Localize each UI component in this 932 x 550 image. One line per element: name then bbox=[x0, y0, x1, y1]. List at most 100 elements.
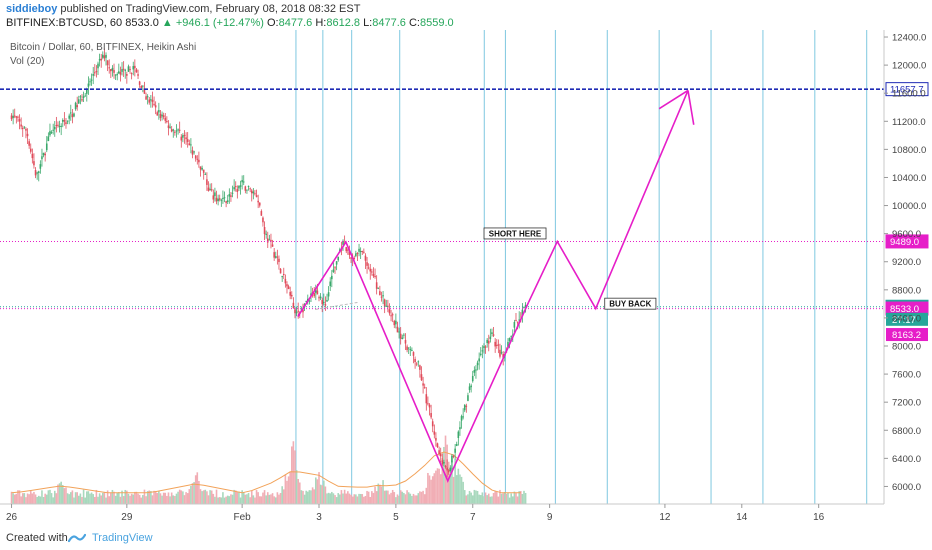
candle-body bbox=[188, 143, 191, 146]
volume-bar bbox=[53, 490, 56, 504]
candle-body bbox=[223, 197, 226, 199]
candle-body bbox=[495, 344, 498, 346]
volume-bar bbox=[465, 495, 468, 504]
candle-body bbox=[263, 227, 266, 235]
volume-bar bbox=[422, 490, 424, 504]
volume-bar bbox=[250, 490, 253, 504]
volume-bar bbox=[90, 492, 93, 504]
volume-bar bbox=[218, 497, 221, 504]
candle-body bbox=[113, 70, 115, 73]
volume-bar bbox=[289, 472, 291, 504]
candle-body bbox=[359, 251, 362, 253]
volume-bar bbox=[340, 490, 343, 504]
volume-bar bbox=[363, 496, 365, 504]
volume-bar bbox=[385, 490, 388, 504]
time-tick-label: 14 bbox=[736, 512, 748, 523]
time-tick-label: 16 bbox=[813, 512, 825, 523]
volume-bar bbox=[308, 490, 311, 504]
volume-bar bbox=[502, 493, 504, 504]
candle-body bbox=[385, 305, 388, 307]
volume-bar bbox=[127, 493, 130, 504]
publish-line: siddieboy published on TradingView.com, … bbox=[6, 2, 360, 16]
volume-bar bbox=[33, 491, 35, 504]
volume-bar bbox=[345, 493, 348, 504]
candle-body bbox=[17, 116, 19, 118]
candle-body bbox=[150, 99, 152, 101]
candle-body bbox=[507, 341, 509, 348]
candle-body bbox=[326, 299, 328, 302]
created-with-text: Created with bbox=[6, 532, 68, 544]
volume-bar bbox=[39, 496, 42, 504]
candle-body bbox=[77, 99, 80, 104]
volume-bar bbox=[348, 493, 351, 504]
volume-bar bbox=[449, 473, 452, 504]
candle-body bbox=[242, 181, 245, 183]
candle-body bbox=[190, 144, 192, 146]
tradingview-brand[interactable]: TradingView bbox=[92, 532, 153, 544]
volume-bar bbox=[455, 475, 458, 504]
volume-bar bbox=[292, 441, 295, 504]
volume-bar bbox=[191, 483, 194, 504]
candle-body bbox=[119, 72, 122, 75]
high-label: H: bbox=[315, 17, 327, 29]
volume-bar bbox=[130, 493, 133, 504]
volume-bar bbox=[180, 490, 183, 504]
volume-bar bbox=[100, 495, 103, 504]
volume-bar bbox=[182, 491, 184, 504]
annotation-label: SHORT HERE bbox=[489, 229, 542, 238]
candle-body bbox=[494, 341, 496, 347]
axis-badge bbox=[886, 312, 928, 326]
candle-body bbox=[106, 60, 109, 66]
candle-body bbox=[513, 322, 516, 328]
candle-body bbox=[76, 105, 78, 108]
volume-bar bbox=[358, 493, 360, 504]
price-tick-label: 10400.0 bbox=[892, 173, 926, 184]
price-tick-label: 9600.0 bbox=[892, 229, 921, 240]
candle-body bbox=[34, 170, 37, 176]
candle-body bbox=[479, 353, 482, 355]
volume-bar bbox=[374, 486, 376, 504]
candle-body bbox=[289, 291, 291, 296]
candle-body bbox=[329, 281, 332, 287]
level-badge-label: 11657.7 bbox=[890, 85, 924, 96]
volume-bar bbox=[337, 493, 340, 504]
volume-bar bbox=[239, 497, 242, 504]
volume-bar bbox=[364, 495, 367, 504]
candle-body bbox=[356, 253, 359, 255]
candle-body bbox=[191, 150, 194, 155]
time-tick-label: 29 bbox=[121, 512, 133, 523]
volume-bar bbox=[234, 490, 237, 504]
publisher-name[interactable]: siddieboy bbox=[6, 3, 58, 15]
volume-bar bbox=[242, 492, 245, 504]
volume-bar bbox=[350, 494, 352, 504]
candle-body bbox=[138, 81, 141, 85]
symbol-label: BITFINEX:BTCUSD, 60 bbox=[6, 17, 123, 29]
volume-ma-line bbox=[11, 451, 521, 494]
candle-body bbox=[364, 255, 367, 261]
candle-body bbox=[252, 191, 255, 194]
level-badge bbox=[885, 234, 929, 249]
candle-body bbox=[52, 129, 54, 131]
volume-bar bbox=[372, 492, 375, 504]
volume-bar bbox=[116, 492, 119, 504]
volume-bar bbox=[473, 489, 476, 504]
candle-body bbox=[396, 326, 399, 333]
price-tick-label: 9200.0 bbox=[892, 257, 921, 268]
volume-bar bbox=[18, 490, 21, 504]
candle-body bbox=[167, 125, 170, 128]
candle-body bbox=[516, 321, 519, 323]
price-tick-label: 8400.0 bbox=[892, 313, 921, 324]
volume-bar bbox=[12, 493, 14, 504]
candle-body bbox=[417, 361, 420, 363]
candle-body bbox=[271, 244, 274, 247]
candle-body bbox=[124, 69, 127, 71]
volume-bar bbox=[146, 491, 149, 504]
candle-body bbox=[377, 287, 380, 289]
volume-bar bbox=[326, 493, 328, 504]
volume-bar bbox=[483, 496, 485, 504]
candle-body bbox=[250, 190, 253, 194]
dashed-trend-segment bbox=[315, 301, 358, 310]
candle-body bbox=[53, 126, 56, 130]
candle-body bbox=[90, 79, 93, 81]
